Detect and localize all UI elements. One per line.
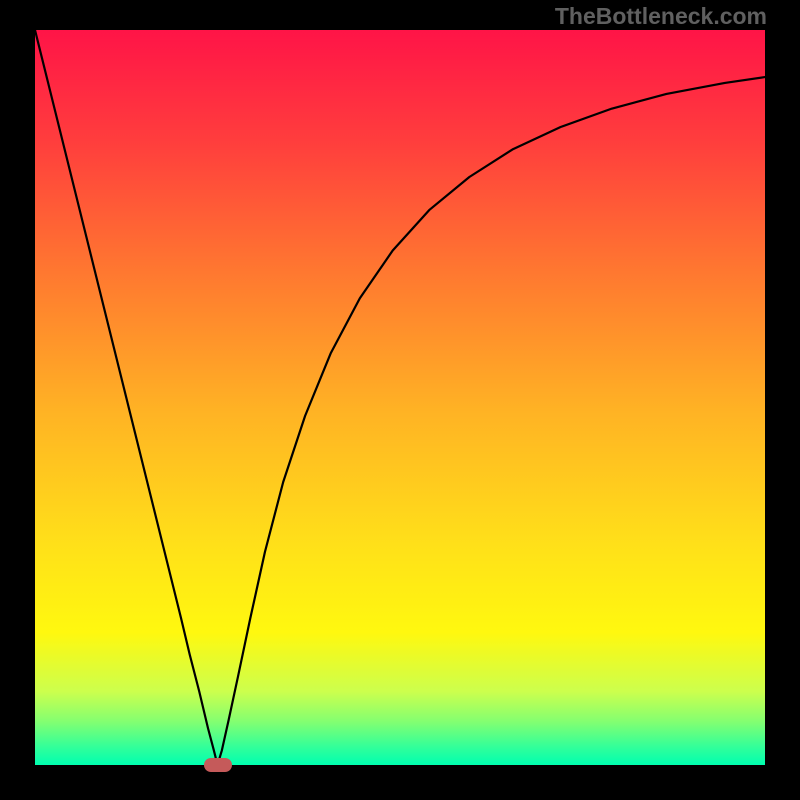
chart-marker bbox=[204, 758, 232, 772]
chart-plot-area bbox=[35, 30, 765, 765]
watermark-text: TheBottleneck.com bbox=[555, 3, 767, 30]
chart-background bbox=[35, 30, 765, 765]
chart-container: TheBottleneck.com bbox=[0, 0, 800, 800]
chart-svg bbox=[35, 30, 765, 765]
